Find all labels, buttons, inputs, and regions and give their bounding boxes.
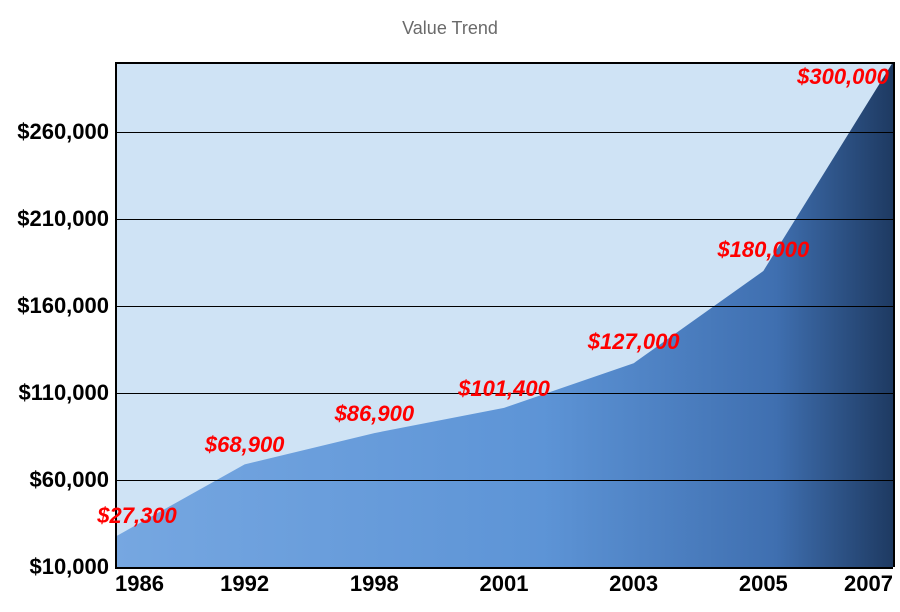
y-tick-label: $160,000 bbox=[17, 293, 115, 319]
x-tick-label: 1992 bbox=[220, 567, 269, 597]
value-trend-chart: Value Trend $10,000$60,000$110,000$160,0… bbox=[0, 0, 900, 612]
y-tick-label: $110,000 bbox=[18, 380, 115, 406]
y-tick-label: $260,000 bbox=[17, 119, 115, 145]
gridline bbox=[115, 132, 893, 133]
data-label: $101,400 bbox=[458, 376, 550, 402]
x-tick-label: 2005 bbox=[739, 567, 788, 597]
data-label: $68,900 bbox=[205, 432, 285, 458]
plot-area: $10,000$60,000$110,000$160,000$210,000$2… bbox=[115, 62, 893, 567]
x-tick-label: 2007 bbox=[844, 567, 893, 597]
gridline bbox=[115, 306, 893, 307]
area-fill bbox=[115, 62, 893, 567]
gridline bbox=[115, 480, 893, 481]
y-tick-label: $60,000 bbox=[29, 467, 115, 493]
x-tick-label: 2003 bbox=[609, 567, 658, 597]
plot-border-top bbox=[115, 62, 893, 64]
x-tick-label: 2001 bbox=[480, 567, 529, 597]
data-label: $300,000 bbox=[797, 64, 889, 90]
x-tick-label: 1998 bbox=[350, 567, 399, 597]
data-label: $27,300 bbox=[97, 503, 177, 529]
y-tick-label: $10,000 bbox=[29, 554, 115, 580]
data-label: $86,900 bbox=[335, 401, 415, 427]
y-tick-label: $210,000 bbox=[17, 206, 115, 232]
data-label: $127,000 bbox=[588, 329, 680, 355]
plot-border-left bbox=[115, 62, 117, 567]
gridline bbox=[115, 219, 893, 220]
chart-title: Value Trend bbox=[0, 18, 900, 39]
data-label: $180,000 bbox=[717, 237, 809, 263]
x-tick-label: 1986 bbox=[115, 567, 164, 597]
plot-border-right bbox=[893, 62, 895, 567]
